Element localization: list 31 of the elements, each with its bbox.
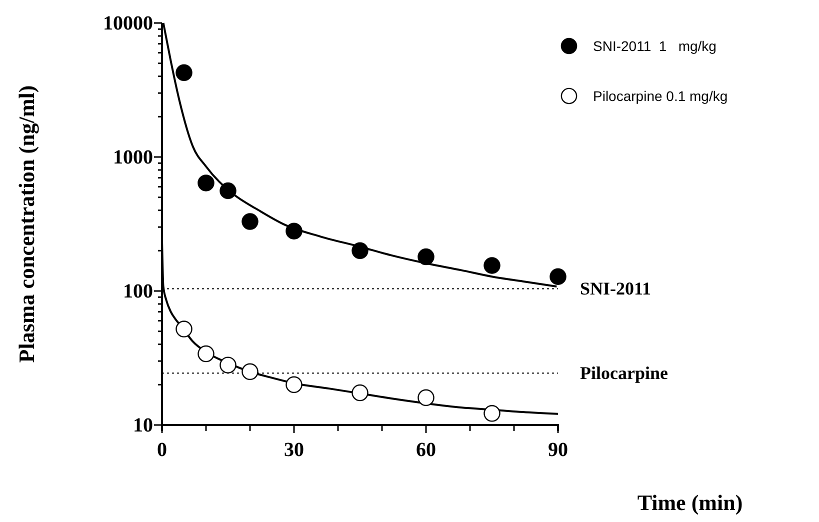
y-axis-title: Plasma concentration (ng/ml): [14, 85, 39, 363]
point: [484, 257, 500, 274]
point: [286, 222, 302, 240]
y-tick-label: 1000: [113, 146, 153, 168]
point: [286, 376, 302, 394]
point: [550, 268, 566, 285]
point: [242, 363, 258, 380]
point: [484, 405, 500, 422]
point: [352, 242, 368, 260]
point: [352, 384, 368, 402]
y-tick-label: 100: [123, 280, 153, 302]
ref-line-label: SNI-2011: [580, 278, 652, 299]
point: [418, 389, 434, 406]
ref-line-label: Pilocarpine: [580, 363, 668, 384]
x-tick-label: 90: [548, 439, 568, 461]
point: [198, 174, 214, 192]
legend-label: SNI-2011 1 mg/kg: [593, 38, 716, 54]
point: [176, 64, 192, 82]
point: [198, 345, 214, 362]
legend-label: Pilocarpine 0.1 mg/kg: [593, 88, 728, 104]
point: [242, 213, 258, 230]
x-tick-label: 30: [284, 439, 304, 461]
x-axis-title: Time (min): [637, 490, 743, 515]
x-tick-label: 60: [416, 439, 436, 461]
point: [220, 356, 236, 374]
x-tick-label: 0: [157, 439, 167, 461]
y-tick-label: 10000: [103, 12, 153, 34]
y-tick-label: 10: [133, 414, 153, 436]
point: [176, 320, 192, 338]
point: [220, 182, 236, 200]
point: [418, 248, 434, 266]
